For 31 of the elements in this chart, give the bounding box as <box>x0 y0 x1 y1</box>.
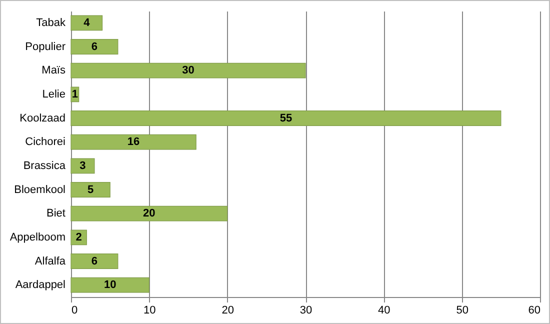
data-label: 6 <box>91 255 98 268</box>
y-tick-label: Bloemkool <box>14 184 66 196</box>
x-tick-label: 20 <box>222 304 234 316</box>
y-tick-label: Aardappel <box>15 279 66 292</box>
data-label: 1 <box>72 88 78 100</box>
y-tick-label: Cichorei <box>25 136 66 148</box>
y-tick-label: Koolzaad <box>20 112 66 124</box>
x-tick-label: 0 <box>72 304 78 316</box>
data-label: 3 <box>80 160 86 172</box>
y-tick-label: Populier <box>25 40 66 53</box>
data-label: 16 <box>127 136 140 148</box>
data-label: 4 <box>84 16 91 29</box>
y-tick-label: Alfalfa <box>34 255 66 268</box>
x-tick-label: 40 <box>378 304 390 316</box>
y-tick-label: Tabak <box>36 16 66 29</box>
x-tick-label: 60 <box>528 304 540 316</box>
y-tick-label: Brassica <box>23 160 66 172</box>
data-label: 30 <box>182 64 194 77</box>
data-label: 55 <box>280 112 292 124</box>
x-tick-label: 50 <box>456 304 468 316</box>
y-tick-label: Appelboom <box>10 231 66 244</box>
y-tick-label: Biet <box>46 208 66 220</box>
data-label: 20 <box>143 208 156 220</box>
y-tick-label: Maïs <box>42 64 66 77</box>
data-label: 2 <box>76 231 82 244</box>
data-label: 6 <box>91 40 98 53</box>
x-tick-label: 10 <box>144 304 156 316</box>
y-tick-label: Lelie <box>42 88 66 100</box>
x-tick-label: 30 <box>300 304 312 316</box>
data-label: 10 <box>104 279 116 292</box>
data-label: 5 <box>87 184 94 196</box>
